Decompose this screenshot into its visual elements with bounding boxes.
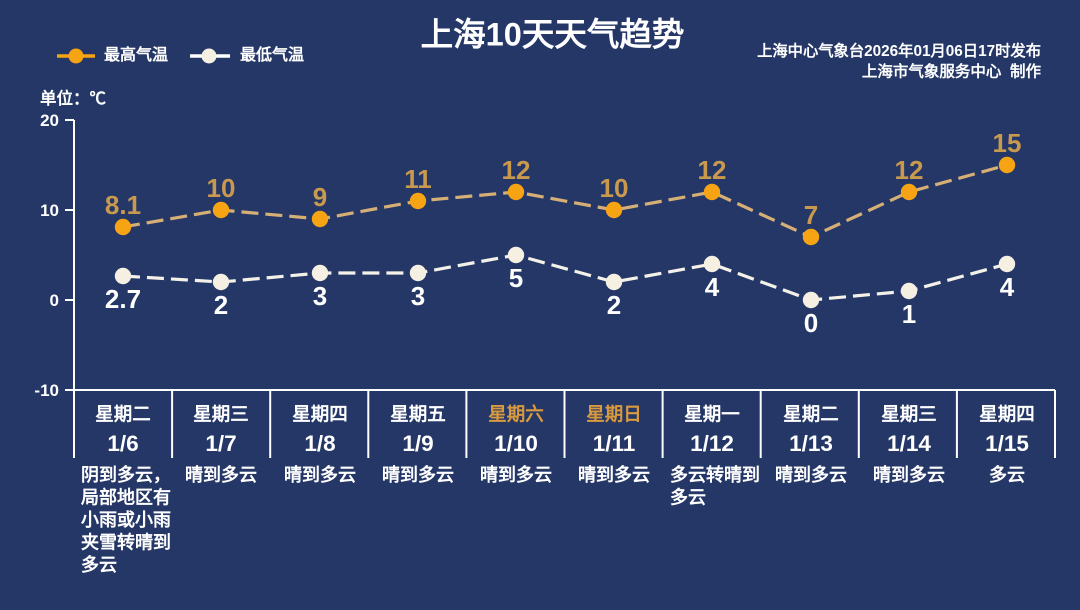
svg-text:1/14: 1/14 <box>887 431 931 456</box>
svg-text:晴到多云: 晴到多云 <box>480 464 552 485</box>
svg-text:1/6: 1/6 <box>107 431 138 456</box>
svg-text:20: 20 <box>40 111 59 130</box>
svg-text:1/15: 1/15 <box>985 431 1029 456</box>
svg-text:多云: 多云 <box>989 464 1025 485</box>
svg-text:星期日: 星期日 <box>586 404 642 425</box>
svg-text:最低气温: 最低气温 <box>240 45 304 64</box>
svg-text:晴到多云: 晴到多云 <box>382 464 454 485</box>
svg-text:8.1: 8.1 <box>105 190 141 220</box>
svg-text:上海市气象服务中心 制作: 上海市气象服务中心 制作 <box>862 62 1042 81</box>
svg-text:最高气温: 最高气温 <box>104 45 168 64</box>
svg-text:阴到多云，: 阴到多云， <box>81 464 171 485</box>
svg-text:多云: 多云 <box>670 487 706 508</box>
svg-text:星期六: 星期六 <box>488 404 544 425</box>
svg-text:2.7: 2.7 <box>105 284 141 314</box>
svg-text:7: 7 <box>804 200 818 230</box>
svg-text:5: 5 <box>509 263 523 293</box>
svg-text:多云: 多云 <box>81 554 117 575</box>
svg-text:晴到多云: 晴到多云 <box>873 464 945 485</box>
svg-text:10: 10 <box>40 201 59 220</box>
svg-text:12: 12 <box>698 155 727 185</box>
svg-text:局部地区有: 局部地区有 <box>81 487 171 508</box>
svg-text:0: 0 <box>804 308 818 338</box>
svg-text:小雨或小雨: 小雨或小雨 <box>81 509 171 530</box>
svg-text:2: 2 <box>214 290 228 320</box>
svg-text:星期三: 星期三 <box>193 404 249 425</box>
svg-text:晴到多云: 晴到多云 <box>775 464 847 485</box>
svg-text:1/13: 1/13 <box>789 431 833 456</box>
svg-text:1: 1 <box>902 299 916 329</box>
svg-text:1/9: 1/9 <box>402 431 433 456</box>
svg-text:1/10: 1/10 <box>494 431 538 456</box>
svg-text:星期四: 星期四 <box>292 404 348 425</box>
svg-text:4: 4 <box>1000 272 1015 302</box>
svg-text:晴到多云: 晴到多云 <box>578 464 650 485</box>
svg-text:10: 10 <box>207 173 236 203</box>
svg-text:夹雪转晴到: 夹雪转晴到 <box>81 532 171 553</box>
svg-text:4: 4 <box>705 272 720 302</box>
svg-text:晴到多云: 晴到多云 <box>284 464 356 485</box>
svg-text:2: 2 <box>607 290 621 320</box>
svg-text:9: 9 <box>313 182 327 212</box>
svg-text:多云转晴到: 多云转晴到 <box>670 464 760 485</box>
svg-text:3: 3 <box>313 281 327 311</box>
svg-text:-10: -10 <box>34 381 59 400</box>
svg-text:星期五: 星期五 <box>390 404 446 425</box>
svg-text:15: 15 <box>993 128 1022 158</box>
svg-text:上海10天天气趋势: 上海10天天气趋势 <box>421 17 685 53</box>
svg-text:晴到多云: 晴到多云 <box>185 464 257 485</box>
svg-text:0: 0 <box>50 291 59 310</box>
svg-text:11: 11 <box>404 164 432 194</box>
svg-text:1/11: 1/11 <box>593 431 636 456</box>
svg-text:1/7: 1/7 <box>205 431 236 456</box>
svg-text:星期二: 星期二 <box>783 404 839 425</box>
svg-text:上海中心气象台2026年01月06日17时发布: 上海中心气象台2026年01月06日17时发布 <box>757 42 1041 60</box>
svg-text:星期三: 星期三 <box>881 404 937 425</box>
svg-text:12: 12 <box>895 155 924 185</box>
svg-text:10: 10 <box>600 173 629 203</box>
svg-text:12: 12 <box>502 155 531 185</box>
svg-text:1/12: 1/12 <box>690 431 734 456</box>
svg-text:单位：℃: 单位：℃ <box>40 88 107 108</box>
svg-text:星期二: 星期二 <box>95 404 151 425</box>
svg-text:3: 3 <box>411 281 425 311</box>
svg-text:星期一: 星期一 <box>684 404 740 425</box>
svg-text:1/8: 1/8 <box>304 431 335 456</box>
svg-text:星期四: 星期四 <box>979 404 1035 425</box>
